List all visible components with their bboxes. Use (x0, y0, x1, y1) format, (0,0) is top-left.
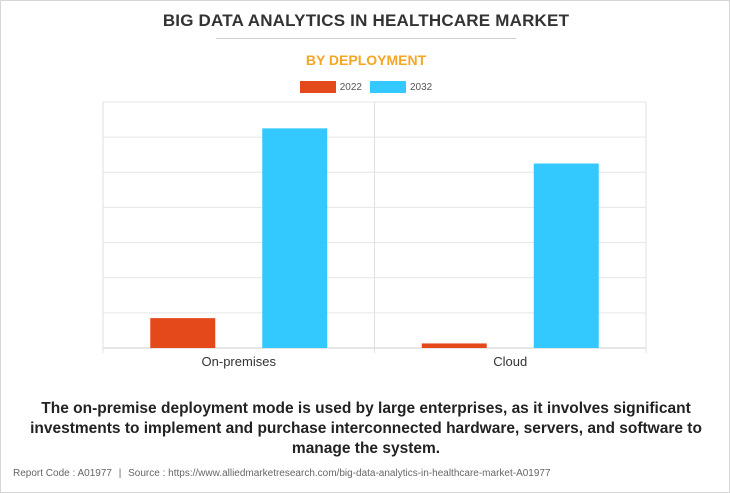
chart-subtitle: BY DEPLOYMENT (305, 52, 427, 68)
report-code: Report Code : A01977 (13, 468, 112, 479)
legend-swatch-2022 (299, 81, 336, 93)
x-tick-label: Cloud (493, 354, 527, 369)
x-tick-label: On-premises (202, 354, 277, 369)
legend-swatch-2032 (370, 81, 406, 93)
legend-label-2032: 2032 (410, 81, 433, 93)
footer-separator: | (118, 468, 122, 479)
legend-label-2022: 2022 (339, 81, 362, 93)
source-footer: Report Code : A01977 | Source : https://… (13, 468, 551, 479)
bar-2032-cloud (533, 163, 599, 348)
bar-2032-on-premises (262, 128, 328, 348)
bar-chart: On-premises Cloud (102, 101, 647, 369)
bar-2022-on-premises (150, 318, 216, 348)
legend-item-2032: 2032 (370, 81, 432, 93)
chart-caption: The on-premise deployment mode is used b… (30, 400, 702, 457)
chart-title: BIG DATA ANALYTICS IN HEALTHCARE MARKET (162, 11, 570, 30)
bar-2022-cloud (421, 343, 487, 348)
legend-item-2022: 2022 (299, 81, 362, 93)
title-divider (216, 38, 516, 39)
source-text: Source : https://www.alliedmarketresearc… (128, 468, 551, 479)
chart-legend: 2022 2032 (1, 81, 730, 93)
